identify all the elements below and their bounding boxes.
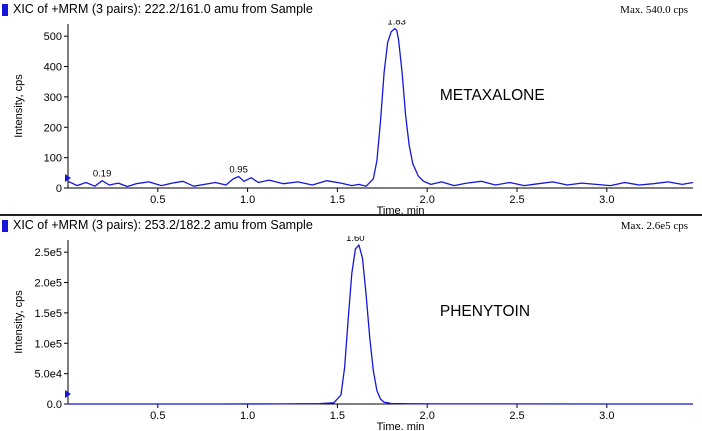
max-intensity-label: Max. 2.6e5 cps [620, 220, 688, 232]
chromatogram-plot: 0.5 1.0 1.5 2.0 2.5 3.0 0.0 5.0e4 1.0e5 1.5e5 2.0e… [13, 236, 693, 430]
y-tick-label: 0 [56, 183, 62, 195]
peak-label: 0.19 [93, 169, 112, 180]
y-axis-label: Intensity, cps [13, 290, 25, 354]
x-tick-label: 3.0 [599, 410, 614, 422]
peak-label: 1.83 [387, 20, 406, 28]
x-tick-label: 1.0 [240, 194, 255, 206]
y-tick-label: 2.5e5 [34, 247, 62, 259]
peak-label: 1.60 [346, 236, 365, 244]
peak-label: 0.95 [229, 164, 248, 175]
chromatogram-plot: 0.5 1.0 1.5 2.0 2.5 3.0 0 100 200 300 400 500 Time, … [13, 20, 694, 214]
x-tick-label: 2.5 [509, 410, 524, 422]
panel-title-row: XIC of +MRM (3 pairs): 222.2/161.0 amu f… [0, 0, 702, 20]
chromatogram-panel-metaxalone: XIC of +MRM (3 pairs): 222.2/161.0 amu f… [0, 0, 702, 215]
x-tick-label: 2.0 [420, 194, 435, 206]
compound-annotation: METAXALONE [440, 87, 545, 104]
chromatogram-panel-phenytoin: XIC of +MRM (3 pairs): 253.2/182.2 amu f… [0, 216, 702, 431]
panel-divider [0, 214, 702, 216]
x-tick-label: 0.5 [150, 194, 165, 206]
x-tick-label: 1.0 [240, 410, 255, 422]
y-tick-label: 0.0 [47, 399, 62, 411]
y-tick-label: 1.5e5 [34, 308, 62, 320]
axis-start-marker [65, 174, 71, 182]
x-tick-label: 1.5 [330, 410, 345, 422]
x-tick-label: 2.5 [509, 194, 524, 206]
x-axis-label: Time, min [377, 205, 425, 214]
panel-title-row: XIC of +MRM (3 pairs): 253.2/182.2 amu f… [0, 216, 702, 236]
y-tick-label: 200 [44, 122, 62, 134]
x-axis-label: Time, min [377, 421, 425, 430]
y-tick-label: 500 [44, 31, 62, 43]
axis-start-marker [65, 390, 71, 398]
y-tick-label: 2.0e5 [34, 278, 62, 290]
trace-color-marker [2, 4, 8, 16]
chromatogram-trace [68, 244, 693, 405]
x-tick-label: 0.5 [150, 410, 165, 422]
y-tick-label: 1.0e5 [34, 338, 62, 350]
chart-title: XIC of +MRM (3 pairs): 253.2/182.2 amu f… [13, 218, 313, 232]
y-tick-label: 5.0e4 [34, 369, 62, 381]
x-tick-label: 1.5 [330, 194, 345, 206]
chromatogram-trace [67, 27, 694, 188]
y-tick-label: 300 [44, 92, 62, 104]
y-axis-label: Intensity, cps [13, 74, 25, 138]
trace-color-marker [2, 220, 8, 232]
y-tick-label: 100 [44, 153, 62, 165]
chart-title: XIC of +MRM (3 pairs): 222.2/161.0 amu f… [13, 2, 313, 16]
y-tick-label: 400 [44, 62, 62, 74]
max-intensity-label: Max. 540.0 cps [620, 4, 688, 16]
x-tick-label: 2.0 [420, 410, 435, 422]
x-tick-label: 3.0 [599, 194, 614, 206]
compound-annotation: PHENYTOIN [440, 303, 530, 320]
